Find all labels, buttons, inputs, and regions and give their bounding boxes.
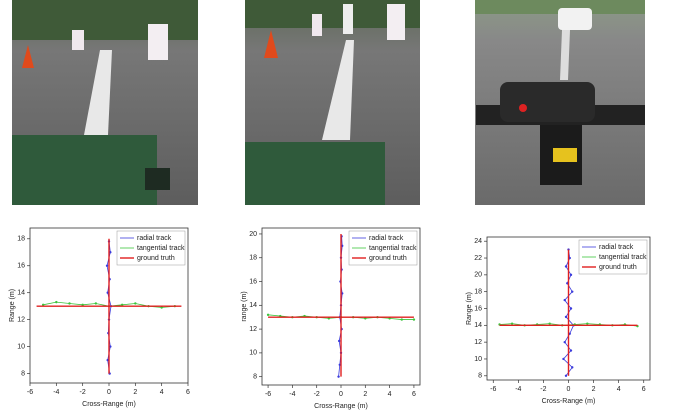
point xyxy=(338,340,340,342)
legend-label: ground truth xyxy=(369,255,407,262)
y-axis-label: Range (m) xyxy=(9,289,16,322)
x-tick-label: -6 xyxy=(27,389,33,396)
point xyxy=(565,316,567,318)
photo xyxy=(245,0,420,205)
x-tick-label: -6 xyxy=(490,386,496,393)
point xyxy=(564,341,566,343)
point xyxy=(337,375,339,377)
point xyxy=(571,290,573,292)
y-tick-label: 8 xyxy=(478,373,482,380)
y-tick-label: 12 xyxy=(17,316,25,323)
y-tick-label: 24 xyxy=(474,238,482,245)
y-tick-label: 20 xyxy=(474,272,482,279)
x-tick-label: 6 xyxy=(642,386,646,393)
page: -6-4-2024681012141618Cross-Range (m)Rang… xyxy=(0,0,686,419)
x-tick-label: 2 xyxy=(363,391,367,398)
x-tick-label: 4 xyxy=(160,389,164,396)
point xyxy=(548,322,550,324)
point xyxy=(95,302,97,304)
legend-label: radial track xyxy=(137,235,172,242)
point xyxy=(106,265,108,267)
photo xyxy=(475,0,645,205)
legend-label: tangential track xyxy=(369,245,417,252)
x-tick-label: 6 xyxy=(412,391,416,398)
point xyxy=(570,274,572,276)
x-tick-label: -6 xyxy=(265,391,271,398)
y-tick-label: 12 xyxy=(474,339,482,346)
x-axis-label: Cross-Range (m) xyxy=(314,403,368,410)
legend: radial track tangential track ground truth xyxy=(349,231,417,265)
legend: radial track tangential track ground truth xyxy=(579,240,647,274)
y-tick-label: 18 xyxy=(249,255,257,262)
y-tick-label: 20 xyxy=(249,231,257,238)
x-tick-label: -2 xyxy=(80,389,86,396)
point xyxy=(134,302,136,304)
x-tick-label: 0 xyxy=(107,389,111,396)
x-tick-label: 0 xyxy=(339,391,343,398)
x-tick-label: -4 xyxy=(515,386,521,393)
y-tick-label: 14 xyxy=(17,290,25,297)
point xyxy=(570,307,572,309)
x-tick-label: 6 xyxy=(186,389,190,396)
point xyxy=(413,318,415,320)
y-tick-label: 14 xyxy=(474,322,482,329)
x-tick-label: 4 xyxy=(388,391,392,398)
y-tick-label: 10 xyxy=(249,350,257,357)
point xyxy=(565,375,567,377)
x-tick-label: 4 xyxy=(617,386,621,393)
y-axis-label: Range (m) xyxy=(466,292,473,325)
legend-label: ground truth xyxy=(137,255,175,262)
point xyxy=(570,349,572,351)
point xyxy=(562,358,564,360)
y-tick-label: 10 xyxy=(474,356,482,363)
figure: -6-4-2024681012141618Cross-Range (m)Rang… xyxy=(0,0,686,419)
x-tick-label: -4 xyxy=(53,389,59,396)
legend-label: ground truth xyxy=(599,264,637,271)
legend-label: radial track xyxy=(599,244,634,251)
x-tick-label: -2 xyxy=(314,391,320,398)
point xyxy=(565,265,567,267)
x-tick-label: 2 xyxy=(133,389,137,396)
x-axis-label: Cross-Range (m) xyxy=(82,401,136,408)
x-tick-label: -2 xyxy=(540,386,546,393)
x-tick-label: 0 xyxy=(567,386,571,393)
y-tick-label: 18 xyxy=(474,289,482,296)
legend: radial track tangential track ground truth xyxy=(117,231,185,265)
y-axis-label: range (m) xyxy=(241,291,248,321)
y-tick-label: 12 xyxy=(249,326,257,333)
point xyxy=(401,318,403,320)
y-tick-label: 16 xyxy=(474,305,482,312)
y-tick-label: 8 xyxy=(21,370,25,377)
point xyxy=(68,302,70,304)
y-tick-label: 8 xyxy=(253,374,257,381)
y-tick-label: 16 xyxy=(249,278,257,285)
y-tick-label: 10 xyxy=(17,343,25,350)
point xyxy=(564,299,566,301)
y-tick-label: 14 xyxy=(249,302,257,309)
point xyxy=(571,366,573,368)
x-tick-label: -4 xyxy=(289,391,295,398)
point xyxy=(586,322,588,324)
legend-label: tangential track xyxy=(137,245,185,252)
photo xyxy=(12,0,198,205)
y-tick-label: 22 xyxy=(474,255,482,262)
y-tick-label: 16 xyxy=(17,263,25,270)
point xyxy=(55,301,57,303)
legend-label: radial track xyxy=(369,235,404,242)
y-tick-label: 18 xyxy=(17,236,25,243)
x-tick-label: 2 xyxy=(592,386,596,393)
point xyxy=(267,314,269,316)
x-axis-label: Cross-Range (m) xyxy=(542,398,596,405)
legend-label: tangential track xyxy=(599,254,647,261)
point xyxy=(511,322,513,324)
